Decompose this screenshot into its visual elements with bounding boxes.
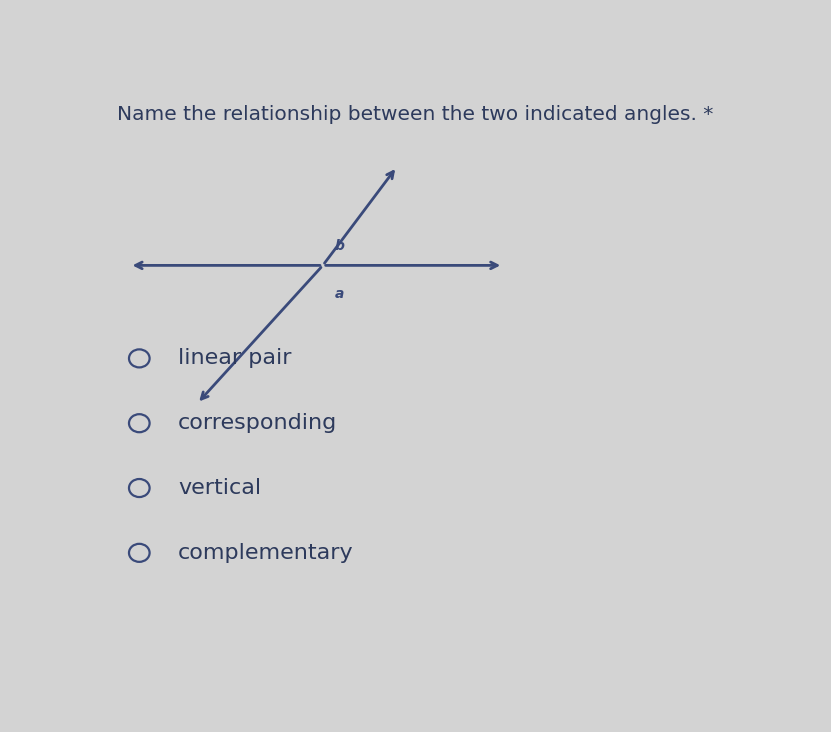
Text: corresponding: corresponding xyxy=(178,413,337,433)
Text: Name the relationship between the two indicated angles. *: Name the relationship between the two in… xyxy=(116,105,713,124)
Text: linear pair: linear pair xyxy=(178,348,292,368)
Text: a: a xyxy=(334,287,344,301)
Text: complementary: complementary xyxy=(178,543,353,563)
Text: vertical: vertical xyxy=(178,478,261,498)
Text: b: b xyxy=(334,239,344,253)
